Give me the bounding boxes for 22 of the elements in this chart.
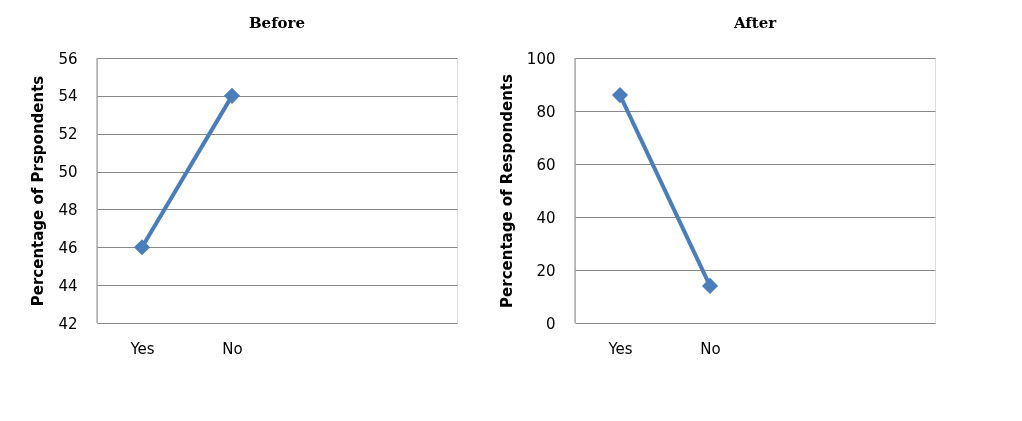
y-tick-label: 42 bbox=[58, 314, 78, 333]
y-tick-label: 50 bbox=[58, 163, 78, 182]
y-tick-label: 60 bbox=[536, 155, 556, 174]
y-axis-title: Percentage of Respondents bbox=[497, 74, 516, 308]
y-tick-label: 100 bbox=[526, 49, 556, 68]
y-tick-label: 54 bbox=[58, 87, 78, 106]
y-tick-label: 80 bbox=[536, 102, 556, 121]
y-tick-label: 44 bbox=[58, 276, 78, 295]
y-tick-label: 48 bbox=[58, 200, 78, 219]
y-tick-label: 0 bbox=[545, 314, 556, 333]
chart-title: After bbox=[732, 14, 778, 32]
y-axis-title: Percentage of Prspondents bbox=[29, 75, 48, 307]
chart-title: Before bbox=[248, 14, 306, 32]
y-tick-label: 20 bbox=[536, 261, 556, 280]
y-tick-label: 52 bbox=[58, 125, 78, 144]
y-tick-label: 46 bbox=[58, 238, 78, 257]
x-tick-label: No bbox=[222, 339, 243, 358]
x-tick-label: No bbox=[700, 339, 721, 358]
y-tick-label: 56 bbox=[58, 49, 78, 68]
x-tick-label: Yes bbox=[129, 339, 155, 358]
y-tick-label: 40 bbox=[536, 208, 556, 227]
x-tick-label: Yes bbox=[607, 339, 633, 358]
